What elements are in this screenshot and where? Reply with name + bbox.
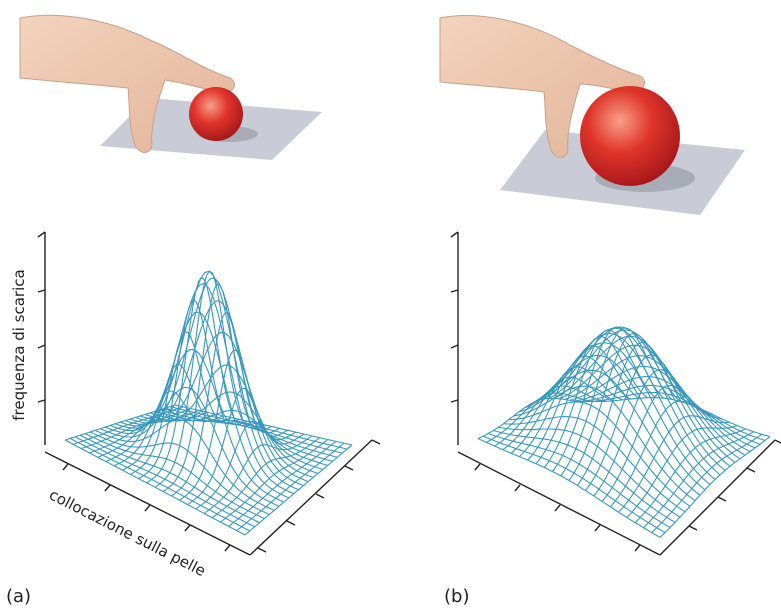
mesh-line	[590, 398, 770, 437]
y-ticks	[451, 232, 458, 402]
mesh-line	[180, 350, 288, 500]
figure: frequenza di scarica collocazione sulla …	[0, 0, 781, 609]
panel-label: (a)	[6, 586, 31, 607]
mesh-line	[519, 356, 631, 457]
mesh-line	[147, 278, 256, 483]
right-ticks	[689, 440, 781, 530]
mesh-line	[619, 416, 730, 512]
right-axis	[660, 440, 775, 555]
y-ticks	[38, 232, 45, 402]
x-axis-label: collocazione sulla pelle	[46, 486, 208, 581]
illustration-a	[20, 15, 322, 160]
mesh-line	[478, 439, 660, 538]
front-axis	[458, 452, 660, 555]
mesh-line	[73, 407, 183, 445]
mesh	[65, 271, 352, 535]
mesh-line	[627, 426, 737, 518]
mesh-line	[212, 438, 319, 518]
ball	[580, 86, 680, 186]
mesh-line	[135, 333, 313, 478]
ball	[189, 87, 243, 141]
mesh-line	[100, 387, 279, 506]
illustration-b	[440, 16, 745, 215]
mesh-line	[163, 284, 271, 492]
y-axis-label: frequenza di scarica	[10, 269, 28, 420]
page: frequenza di scarica collocazione sulla …	[0, 0, 781, 609]
mesh-line	[660, 437, 770, 538]
mesh	[478, 327, 770, 537]
panel-label: (b)	[444, 586, 469, 607]
right-ticks	[258, 440, 380, 552]
surfaces	[65, 271, 770, 537]
